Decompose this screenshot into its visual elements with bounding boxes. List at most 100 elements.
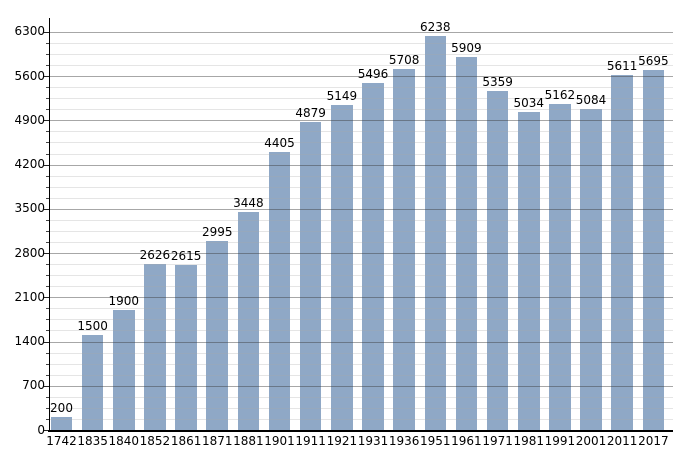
bar-value-label: 5084 <box>575 92 607 107</box>
y-minor-tick-mark <box>46 363 50 365</box>
bar <box>611 75 633 430</box>
bar <box>393 69 415 430</box>
bar-value-label: 3448 <box>233 196 264 211</box>
bar-value-label: 2615 <box>170 248 202 263</box>
y-minor-tick-mark <box>46 242 50 243</box>
bar-value-label: 5708 <box>388 53 420 68</box>
minor-gridline <box>50 418 673 420</box>
x-tick-label: 1991 <box>544 434 576 448</box>
minor-gridline <box>50 374 673 376</box>
minor-gridline <box>50 87 673 89</box>
minor-gridline <box>50 153 673 155</box>
x-tick-label: 1861 <box>170 434 202 448</box>
major-gridline <box>50 385 673 387</box>
bar <box>549 103 571 430</box>
bar <box>642 70 665 430</box>
minor-gridline <box>50 264 673 266</box>
minor-gridline <box>50 175 673 177</box>
minor-gridline <box>50 197 673 199</box>
y-tick-label: 2100 <box>14 289 45 304</box>
x-tick-label: 1901 <box>264 434 295 448</box>
bar-value-label: 1900 <box>108 293 140 308</box>
bar-value-label: 5034 <box>513 95 545 110</box>
y-tick-mark <box>44 164 50 166</box>
bar-value-label: 2626 <box>139 248 171 263</box>
bar-value-label: 5359 <box>482 75 513 90</box>
y-minor-tick-mark <box>46 330 50 332</box>
bar <box>517 111 540 430</box>
major-gridline <box>50 341 673 343</box>
minor-gridline <box>50 42 673 44</box>
bar <box>50 417 73 430</box>
y-tick-mark <box>44 31 50 33</box>
bar-value-label: 4879 <box>295 105 326 120</box>
bar <box>362 82 384 430</box>
x-tick-label: 1742 <box>46 434 77 448</box>
y-tick-label: 700 <box>22 378 45 393</box>
minor-gridline <box>50 219 673 221</box>
y-minor-tick-mark <box>46 396 50 398</box>
minor-gridline <box>50 98 673 100</box>
minor-gridline <box>50 308 673 310</box>
x-tick-label: 2011 <box>606 434 638 448</box>
x-tick-label: 1852 <box>139 434 171 448</box>
bar <box>331 104 353 430</box>
y-minor-tick-mark <box>46 87 50 89</box>
major-gridline <box>50 31 673 33</box>
major-gridline <box>50 164 673 166</box>
major-gridline <box>50 120 673 122</box>
y-tick-label: 4200 <box>14 157 45 172</box>
y-tick-mark <box>44 385 50 387</box>
y-minor-tick-mark <box>46 54 50 56</box>
x-tick-label: 1971 <box>482 434 513 448</box>
y-axis-line <box>48 18 50 431</box>
x-tick-label: 1835 <box>77 434 108 448</box>
major-gridline <box>50 297 673 299</box>
bar-value-label: 5162 <box>544 87 576 102</box>
y-minor-tick-mark <box>46 319 50 321</box>
minor-gridline <box>50 109 673 111</box>
bar <box>113 309 135 430</box>
y-minor-tick-mark <box>46 42 50 44</box>
minor-gridline <box>50 142 673 144</box>
y-tick-mark <box>44 253 50 255</box>
y-minor-tick-mark <box>46 374 50 376</box>
y-tick-label: 1400 <box>14 334 45 349</box>
x-tick-label: 1840 <box>108 434 140 448</box>
bar <box>206 240 229 430</box>
bar <box>237 212 260 430</box>
minor-gridline <box>50 319 673 321</box>
bar <box>144 264 166 430</box>
y-tick-label: 6300 <box>14 24 45 39</box>
y-tick-mark <box>44 297 50 299</box>
x-tick-label: 1951 <box>420 434 451 448</box>
y-tick-mark <box>44 76 50 78</box>
bar-value-label: 2995 <box>201 224 233 239</box>
bar-value-label: 1500 <box>77 319 108 334</box>
y-minor-tick-mark <box>46 286 50 288</box>
minor-gridline <box>50 352 673 354</box>
x-tick-label: 1871 <box>201 434 233 448</box>
minor-gridline <box>50 363 673 365</box>
y-tick-label: 3500 <box>14 201 45 216</box>
y-tick-mark <box>44 341 50 343</box>
y-minor-tick-mark <box>46 186 50 188</box>
bar-value-label: 5149 <box>326 88 358 103</box>
x-tick-label: 1936 <box>388 434 420 448</box>
x-tick-label: 2017 <box>638 434 669 448</box>
y-minor-tick-mark <box>46 308 50 310</box>
y-tick-mark <box>44 208 50 210</box>
major-gridline <box>50 208 673 210</box>
x-tick-label: 1921 <box>326 434 358 448</box>
bar <box>486 91 509 430</box>
x-tick-label: 1881 <box>233 434 264 448</box>
bar-value-label: 4405 <box>264 135 295 150</box>
major-gridline <box>50 76 673 78</box>
y-minor-tick-mark <box>46 175 50 177</box>
bar <box>299 121 322 430</box>
minor-gridline <box>50 230 673 232</box>
bar <box>175 264 197 430</box>
minor-gridline <box>50 286 673 288</box>
bar-value-label: 5496 <box>357 66 389 81</box>
y-minor-tick-mark <box>46 65 50 67</box>
